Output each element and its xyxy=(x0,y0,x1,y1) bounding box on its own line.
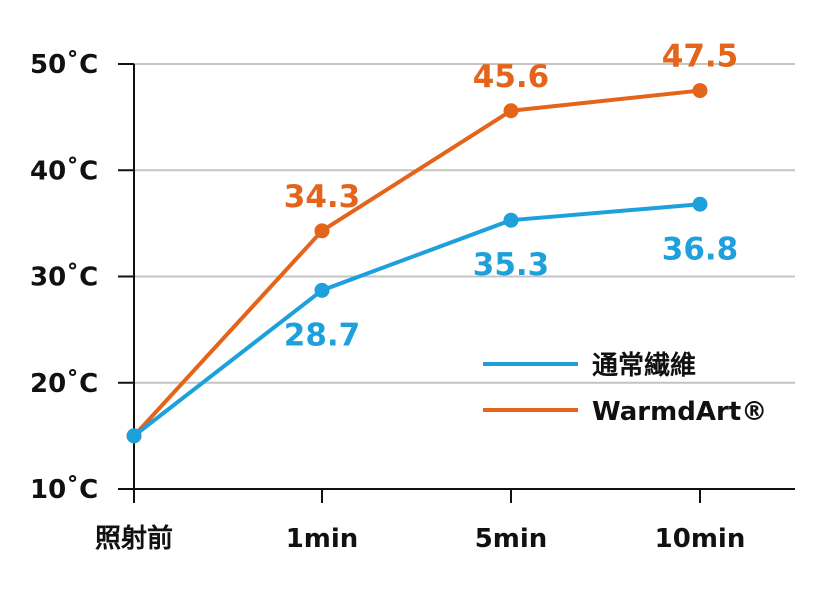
legend-label: 通常繊維 xyxy=(592,350,696,381)
data-label: 35.3 xyxy=(473,247,550,283)
axes: 10˚C 20˚C 30˚C 40˚C 50˚C 照射前 1min 5min 10min xyxy=(30,49,795,554)
y-tick-label: 20˚C xyxy=(30,368,98,399)
data-label: 36.8 xyxy=(662,231,739,267)
legend: 通常繊維 WarmdArt® xyxy=(483,350,767,427)
y-tick-label: 10˚C xyxy=(30,474,98,505)
x-tick-label: 1min xyxy=(286,524,359,554)
data-point xyxy=(503,103,519,119)
x-tick-label: 10min xyxy=(655,524,746,554)
data-point xyxy=(314,282,330,298)
y-tick-label: 30˚C xyxy=(30,262,98,293)
data-label: 45.6 xyxy=(473,59,550,95)
y-tick-label: 40˚C xyxy=(30,155,98,186)
data-label: 34.3 xyxy=(284,179,361,215)
data-label: 28.7 xyxy=(284,317,361,353)
data-point xyxy=(692,83,708,99)
grid-lines xyxy=(134,63,795,384)
series-line xyxy=(132,88,702,438)
x-tick-label: 5min xyxy=(475,524,548,554)
series-lines xyxy=(126,83,708,444)
series-line xyxy=(132,202,702,438)
legend-label: WarmdArt® xyxy=(592,397,767,427)
y-tick-label: 50˚C xyxy=(30,49,98,80)
data-point xyxy=(126,428,142,444)
data-point xyxy=(692,196,708,212)
data-label: 47.5 xyxy=(662,39,739,75)
x-tick-label: 照射前 xyxy=(95,523,173,554)
data-labels: 34.3 45.6 47.5 28.7 35.3 36.8 xyxy=(284,39,739,354)
data-point xyxy=(503,212,519,228)
data-point xyxy=(314,223,330,239)
